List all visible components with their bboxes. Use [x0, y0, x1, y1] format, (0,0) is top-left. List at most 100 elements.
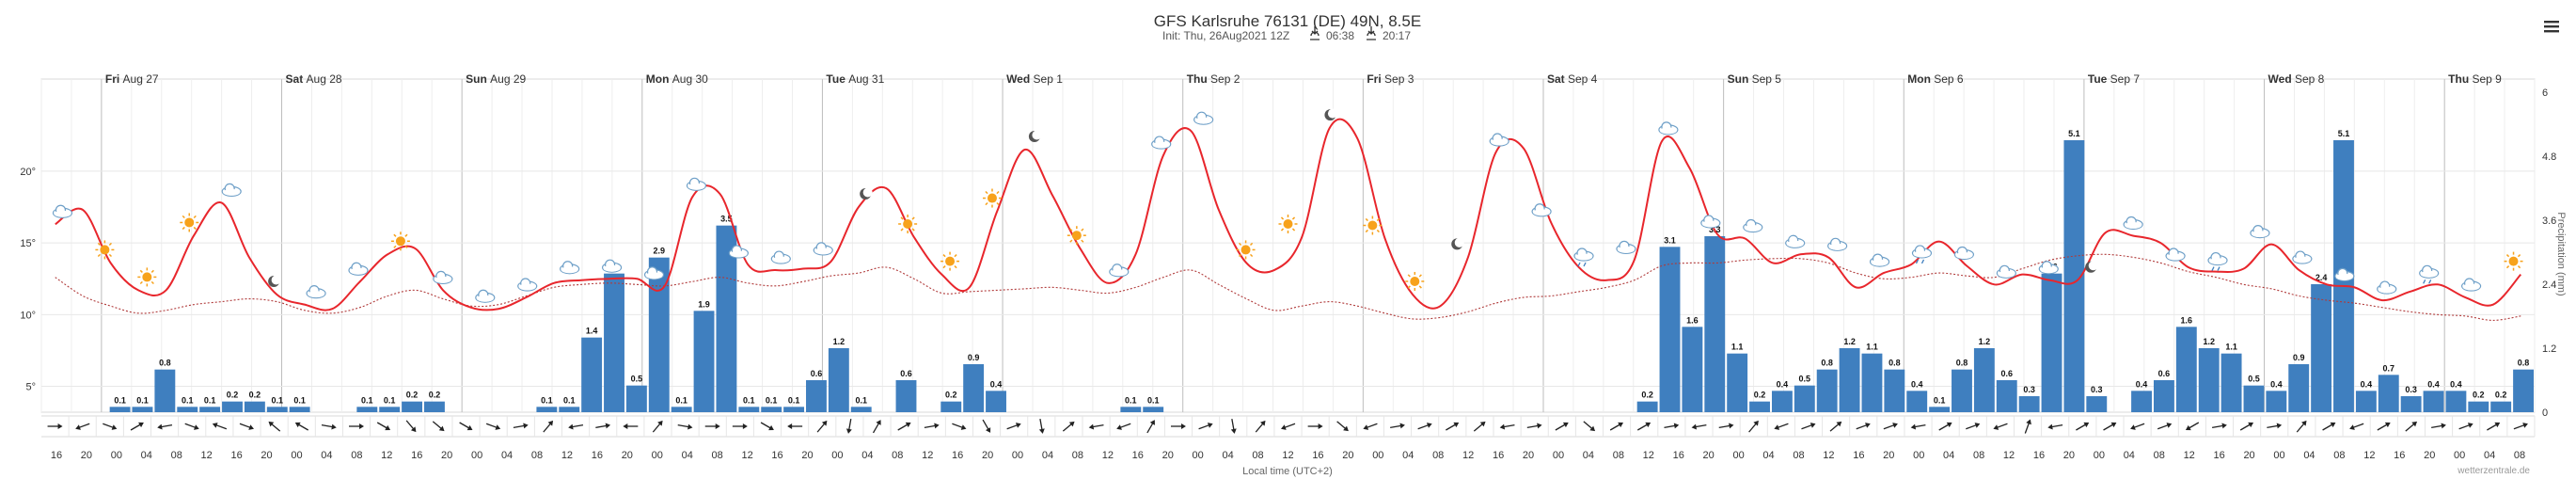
wind-arrow-head — [1318, 423, 1323, 429]
wind-arrow-head — [2185, 424, 2191, 431]
wind-arrow-icon — [1691, 423, 1707, 430]
precipitation-bar-label: 0.9 — [2293, 353, 2305, 362]
wind-arrow-icon — [1583, 421, 1596, 432]
precipitation-bar-label: 3.5 — [720, 215, 733, 224]
wind-arrow-icon — [595, 423, 611, 429]
hour-tick-label: 16 — [952, 450, 963, 461]
hour-tick-label: 00 — [1372, 450, 1383, 461]
day-date: Sep 2 — [1210, 72, 1241, 86]
moon-shade — [1454, 237, 1464, 247]
hour-tick-label: 08 — [1072, 450, 1083, 461]
hour-tick-label: 08 — [2514, 450, 2525, 461]
day-name: Sat — [286, 72, 307, 86]
cloud-fill — [2125, 221, 2142, 229]
day-date: Sep 1 — [1034, 72, 1064, 86]
hour-tick-label: 16 — [1132, 450, 1144, 461]
wind-arrow-head — [1280, 424, 1287, 430]
hour-tick-label: 04 — [1762, 450, 1774, 461]
day-label: Sat Aug 28 — [286, 72, 342, 86]
hour-tick-label: 16 — [2033, 450, 2045, 461]
precipitation-bar-label: 0.2 — [1754, 391, 1766, 400]
temp-tick-label: 15° — [20, 238, 36, 249]
hour-tick-label: 20 — [1883, 450, 1894, 461]
precipitation-bar-label: 0.1 — [136, 395, 149, 405]
hour-tick-label: 04 — [1042, 450, 1053, 461]
precipitation-bar — [244, 401, 265, 412]
sun-disc — [1410, 276, 1420, 286]
sun-ray — [1418, 274, 1422, 278]
hour-tick-label: 00 — [2273, 450, 2284, 461]
precipitation-bar-label: 0.1 — [855, 395, 867, 405]
cloud-fill — [308, 291, 325, 298]
precipitation-bar-label: 1.6 — [2181, 315, 2193, 325]
hour-tick-label: 12 — [1462, 450, 1474, 461]
moon-shade — [2088, 261, 2098, 271]
wind-arrow-head — [1537, 423, 1542, 429]
precipitation-bar-label: 0.1 — [766, 395, 778, 405]
day-label: Tue Sep 7 — [2088, 72, 2140, 86]
hour-tick-label: 16 — [1312, 450, 1323, 461]
precipitation-bar — [402, 401, 423, 412]
cloud-fill — [1701, 220, 1719, 228]
rain-icon — [2419, 264, 2440, 284]
sun-icon — [180, 213, 199, 232]
day-label: Mon Aug 30 — [646, 72, 708, 86]
wind-arrow-head — [157, 423, 163, 430]
sun-ray — [97, 253, 101, 258]
cloud-fill — [1828, 243, 1846, 250]
hour-tick-label: 12 — [1643, 450, 1654, 461]
sunset-time: 20:17 — [1383, 29, 1411, 42]
sun-ray — [900, 216, 904, 220]
wind-arrow-icon — [2103, 422, 2117, 431]
precipitation-bar-label: 0.6 — [811, 369, 823, 378]
wind-arrow-head — [1149, 420, 1155, 425]
precipitation-bar — [604, 273, 624, 412]
hamburger-menu-icon[interactable] — [2535, 11, 2561, 38]
cloud-fill — [476, 295, 494, 302]
day-name: Tue — [826, 72, 848, 86]
wind-arrow-head — [1207, 423, 1213, 428]
precipitation-bar-label: 0.6 — [2158, 369, 2171, 378]
precipitation-bar — [1143, 407, 1164, 412]
precipitation-bar-label: 2.9 — [654, 247, 666, 256]
rain-drop — [2423, 279, 2426, 284]
precip-tick-label: 1.2 — [2542, 343, 2556, 355]
cloud-icon — [1109, 263, 1130, 278]
wind-arrow-icon — [1938, 422, 1952, 431]
wind-arrow-icon — [75, 423, 90, 430]
sun-ray — [1291, 216, 1296, 220]
wind-arrow-icon — [1336, 421, 1349, 432]
sun-ray — [139, 280, 143, 285]
wind-arrow-icon — [2296, 420, 2307, 433]
precipitation-bar — [963, 364, 985, 412]
cloud-fill — [2293, 256, 2311, 263]
wind-arrow-head — [687, 423, 693, 430]
cloud-icon — [2165, 247, 2186, 262]
wind-arrow-head — [623, 423, 628, 429]
day-name: Wed — [2268, 72, 2295, 86]
wind-arrow-head — [57, 423, 63, 429]
wind-arrow-head — [1068, 421, 1075, 427]
cloud-icon — [560, 261, 580, 275]
hour-tick-label: 20 — [1162, 450, 1174, 461]
wind-arrow-head — [495, 424, 501, 430]
sun-icon — [1363, 216, 1383, 235]
hour-tick-label: 00 — [1732, 450, 1744, 461]
sun-ray — [1069, 228, 1073, 232]
precipitation-bar — [2220, 353, 2242, 412]
hour-tick-label: 16 — [1673, 450, 1684, 461]
wind-arrow-icon — [513, 423, 529, 429]
chart-subtitle: Init: Thu, 26Aug2021 12Z 06:38 20:17 — [1162, 26, 1411, 42]
wind-arrow-icon — [732, 423, 748, 429]
precipitation-bar — [2423, 391, 2444, 412]
wind-arrow-head — [2349, 424, 2355, 430]
precipitation-bar — [986, 391, 1006, 412]
cloud-fill — [1533, 209, 1551, 216]
wind-arrow-head — [657, 420, 663, 426]
hour-tick-label: 00 — [652, 450, 663, 461]
precipitation-bar — [738, 407, 760, 412]
precipitation-bar — [2198, 348, 2220, 412]
precipitation-bar-label: 0.2 — [249, 391, 261, 400]
day-label: Wed Sep 1 — [1006, 72, 1063, 86]
hour-tick-label: 00 — [1193, 450, 1204, 461]
